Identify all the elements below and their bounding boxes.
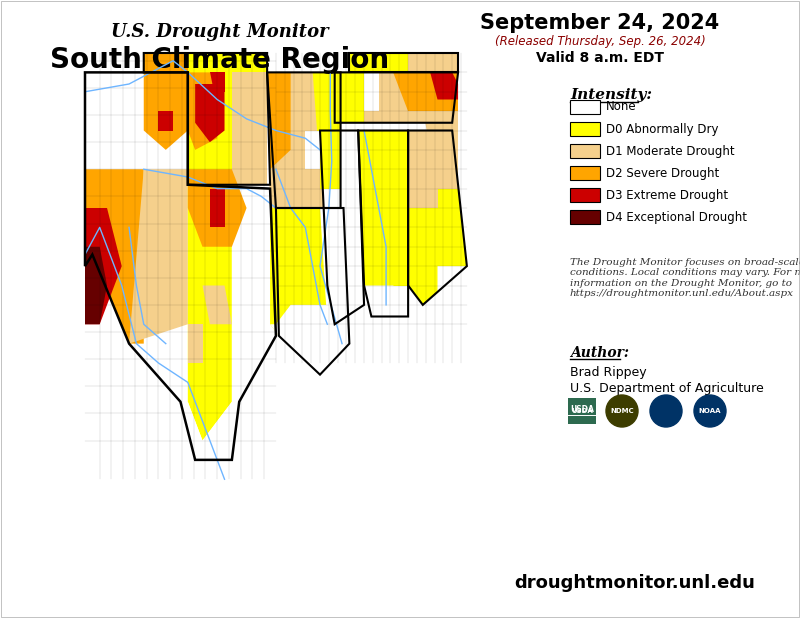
Polygon shape <box>378 130 408 208</box>
Polygon shape <box>430 72 458 99</box>
Polygon shape <box>320 130 364 324</box>
Polygon shape <box>358 130 408 316</box>
Circle shape <box>650 395 682 427</box>
Text: NDMC: NDMC <box>610 408 634 414</box>
Text: Author:: Author: <box>570 346 629 360</box>
Polygon shape <box>188 169 232 441</box>
Polygon shape <box>438 266 467 305</box>
Text: Valid 8 a.m. EDT: Valid 8 a.m. EDT <box>536 51 664 65</box>
Text: U.S. Department of Agriculture: U.S. Department of Agriculture <box>570 382 764 395</box>
Polygon shape <box>364 286 394 316</box>
Polygon shape <box>85 208 122 324</box>
Polygon shape <box>195 84 225 142</box>
Polygon shape <box>195 363 262 479</box>
Polygon shape <box>85 169 144 344</box>
Bar <box>568 398 596 424</box>
Bar <box>570 166 600 180</box>
Polygon shape <box>144 53 188 72</box>
Polygon shape <box>210 188 225 227</box>
Polygon shape <box>408 130 438 208</box>
Text: D4 Exceptional Drought: D4 Exceptional Drought <box>606 211 747 224</box>
Text: U.S. Drought Monitor: U.S. Drought Monitor <box>111 23 329 41</box>
Polygon shape <box>188 324 202 363</box>
Polygon shape <box>144 72 188 150</box>
Text: Brad Rippey: Brad Rippey <box>570 366 646 379</box>
Polygon shape <box>188 169 246 247</box>
Text: D2 Severe Drought: D2 Severe Drought <box>606 166 719 179</box>
Polygon shape <box>371 286 408 316</box>
Circle shape <box>694 395 726 427</box>
Polygon shape <box>188 72 217 150</box>
Text: D0 Abnormally Dry: D0 Abnormally Dry <box>606 122 718 135</box>
Polygon shape <box>334 72 364 123</box>
Polygon shape <box>144 53 267 185</box>
Polygon shape <box>158 111 173 130</box>
Polygon shape <box>210 72 225 91</box>
Bar <box>570 210 600 224</box>
Bar <box>570 144 600 158</box>
Text: The Drought Monitor focuses on broad-scale
conditions. Local conditions may vary: The Drought Monitor focuses on broad-sca… <box>570 258 800 298</box>
Text: September 24, 2024: September 24, 2024 <box>480 13 720 33</box>
Polygon shape <box>129 169 188 344</box>
Polygon shape <box>144 53 188 72</box>
Text: NOAA: NOAA <box>698 408 722 414</box>
Polygon shape <box>270 305 350 375</box>
Polygon shape <box>202 286 232 324</box>
Bar <box>570 122 600 136</box>
Polygon shape <box>394 72 458 111</box>
Polygon shape <box>85 169 114 208</box>
Polygon shape <box>364 72 378 111</box>
Polygon shape <box>306 130 320 169</box>
Text: South Climate Region: South Climate Region <box>50 46 390 74</box>
Polygon shape <box>232 72 267 185</box>
Bar <box>570 188 600 202</box>
Text: D1 Moderate Drought: D1 Moderate Drought <box>606 145 734 158</box>
Text: D3 Extreme Drought: D3 Extreme Drought <box>606 188 728 201</box>
Polygon shape <box>188 402 225 479</box>
Polygon shape <box>408 53 458 72</box>
Polygon shape <box>232 169 283 402</box>
Bar <box>570 100 600 114</box>
Polygon shape <box>320 130 341 188</box>
Polygon shape <box>408 130 467 305</box>
Text: Intensity:: Intensity: <box>570 88 652 102</box>
Text: droughtmonitor.unl.edu: droughtmonitor.unl.edu <box>514 574 755 592</box>
Text: USDA: USDA <box>570 405 594 413</box>
Polygon shape <box>270 208 350 375</box>
Polygon shape <box>85 247 107 324</box>
Text: None: None <box>606 101 637 114</box>
Text: USDA: USDA <box>571 408 593 414</box>
Polygon shape <box>188 72 267 185</box>
Polygon shape <box>320 208 350 324</box>
Polygon shape <box>334 72 458 123</box>
Polygon shape <box>85 53 555 518</box>
Polygon shape <box>423 111 458 188</box>
Circle shape <box>606 395 638 427</box>
Polygon shape <box>267 72 341 208</box>
Text: (Released Thursday, Sep. 26, 2024): (Released Thursday, Sep. 26, 2024) <box>494 35 706 48</box>
Polygon shape <box>313 72 341 188</box>
Polygon shape <box>267 72 290 169</box>
Polygon shape <box>350 53 458 72</box>
Circle shape <box>568 397 596 425</box>
